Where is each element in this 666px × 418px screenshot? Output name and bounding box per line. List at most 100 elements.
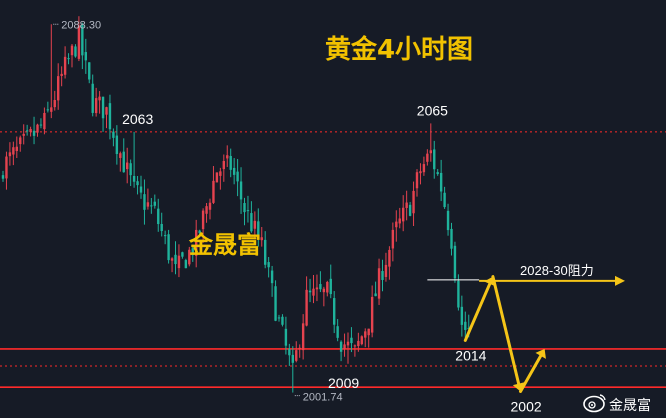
candle-112 (388, 246, 391, 280)
weibo-icon (583, 394, 606, 413)
candle-21 (74, 44, 77, 58)
candle-body (32, 130, 36, 136)
candle-body (312, 288, 315, 296)
candle-40 (139, 175, 143, 199)
candle-24 (84, 38, 87, 74)
price-label-2002: 2002 (511, 398, 542, 414)
candle-body (105, 107, 108, 115)
candle-body (53, 99, 56, 108)
candle-body (381, 271, 384, 280)
candle-97 (336, 319, 339, 342)
candle-51 (177, 244, 181, 278)
candle-body (384, 264, 388, 277)
candle-26 (91, 74, 94, 117)
candle-75 (260, 227, 263, 247)
candle-body (374, 293, 377, 297)
candle-body (436, 172, 439, 175)
candle-body (243, 203, 246, 213)
candle-body (246, 210, 250, 212)
candle-20 (70, 43, 74, 68)
candle-body (346, 341, 350, 346)
candle-42 (146, 188, 150, 210)
candle-body (39, 124, 43, 126)
candle-body (74, 46, 77, 57)
candle-body (288, 348, 291, 356)
candle-body (60, 73, 63, 76)
candle-2 (8, 142, 12, 166)
candle-101 (350, 327, 353, 353)
candle-body (277, 317, 281, 319)
candle-126 (436, 169, 439, 176)
price-label-2009: 2009 (328, 375, 359, 391)
candle-18 (63, 46, 67, 79)
candle-body (295, 350, 298, 361)
footer-brand: 金晟富 (583, 394, 651, 413)
candle-48 (167, 229, 170, 264)
candle-body (77, 25, 81, 59)
candle-125 (433, 140, 436, 179)
candle-body (63, 56, 67, 75)
candle-5 (19, 135, 22, 152)
candle-body (146, 202, 150, 207)
candle-body (139, 186, 143, 193)
candle-body (329, 278, 332, 295)
candle-7 (25, 124, 29, 136)
candle-66 (229, 148, 232, 178)
forecast-head-2 (535, 348, 546, 359)
candle-body (19, 137, 22, 145)
candle-body (191, 248, 194, 256)
candle-92 (319, 271, 322, 293)
candle-49 (170, 257, 174, 273)
candle-84 (291, 346, 294, 393)
candle-69 (239, 167, 243, 214)
candle-body (364, 331, 367, 338)
candle-119 (412, 181, 415, 226)
candle-body (301, 323, 305, 351)
candle-12 (43, 107, 46, 135)
candle-body (177, 255, 181, 269)
candle-body (163, 235, 167, 237)
candle-body (298, 347, 301, 350)
watermark-text: 金晟富 (188, 231, 261, 259)
candle-61 (212, 166, 215, 205)
candle-64 (222, 154, 225, 182)
candle-58 (201, 208, 205, 243)
candle-117 (405, 190, 408, 221)
candle-13 (46, 101, 50, 113)
candle-body (22, 133, 25, 136)
candle-body (170, 258, 174, 261)
candle-113 (391, 222, 395, 262)
candle-body (122, 151, 125, 173)
candle-35 (122, 138, 125, 173)
candle-body (94, 98, 98, 114)
candle-128 (443, 186, 446, 209)
candle-body (143, 194, 146, 210)
resistance-label: 2028-30阻力 (520, 263, 594, 278)
candle-88 (305, 276, 308, 327)
candle-body (253, 220, 257, 229)
candle-68 (236, 159, 239, 197)
candle-129 (446, 203, 450, 236)
candle-109 (377, 258, 381, 305)
candle-body (160, 223, 163, 232)
price-label-2014: 2014 (455, 347, 486, 363)
candle-105 (364, 328, 367, 348)
candle-29 (101, 96, 105, 132)
candle-130 (450, 222, 453, 256)
candle-body (350, 337, 353, 344)
candle-91 (315, 274, 319, 302)
candle-body (446, 210, 450, 231)
candle-121 (419, 163, 422, 185)
candle-108 (374, 281, 377, 297)
candle-body (195, 229, 198, 256)
forecast-seg-0 (463, 282, 492, 342)
candle-0 (1, 170, 5, 182)
candle-133 (460, 295, 464, 337)
candle-body (260, 237, 263, 241)
candle-87 (301, 314, 305, 360)
candle-body (408, 204, 412, 216)
candle-78 (270, 265, 274, 297)
candle-body (67, 58, 70, 60)
forecast-head-1 (512, 382, 525, 392)
